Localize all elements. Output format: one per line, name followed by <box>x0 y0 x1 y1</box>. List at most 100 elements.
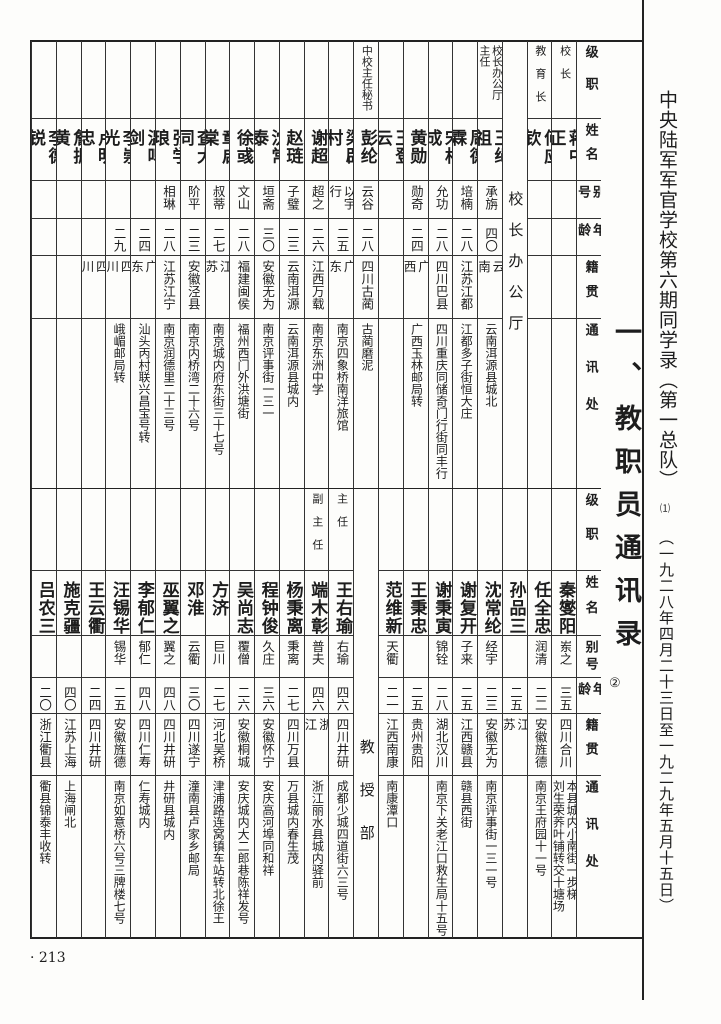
native-place-text: 江苏江都 <box>458 260 474 310</box>
address-cell <box>82 319 106 489</box>
name-cell: 李崇光 <box>106 119 131 181</box>
native-place-text: 安徽桐城 <box>235 718 251 768</box>
rank-cell: 校长办公厅 主任 <box>478 41 502 119</box>
native-place-cell: 四川井研 <box>81 714 106 776</box>
header-cell: 级职 <box>577 489 601 571</box>
name-text: 吴尚志 <box>232 581 253 635</box>
name-cell: 吕农三 <box>32 571 56 636</box>
rank-text: 校长办公厅 主任 <box>478 45 502 100</box>
name-cell: 秦燮阳 <box>552 571 577 636</box>
age-text: 二八 <box>458 227 474 252</box>
address-cell: 南京城内府东街三十七号 <box>206 319 230 489</box>
native-place-text: 安徽无为 <box>260 260 276 310</box>
address-cell <box>32 319 56 489</box>
name-cell: 邓淮 <box>180 571 205 636</box>
address-cell: 上海闸北 <box>57 776 81 938</box>
rank-cell <box>378 489 403 571</box>
name-cell: 温鸣剑 <box>131 119 155 181</box>
header-label: 别号 <box>577 185 601 202</box>
native-place-text: 四川 <box>81 260 106 292</box>
native-place-cell: 安徽无为 <box>478 714 502 776</box>
native-place-text: 江西万载 <box>309 260 325 310</box>
staff-record: 谢复开 子来 二五 江西赣县 赣县西街 <box>452 489 478 938</box>
age-text: 二二 <box>532 686 548 711</box>
native-place-text: 河北吴桥 <box>210 718 226 768</box>
rank-cell <box>552 489 577 571</box>
native-place-text: 江苏 <box>205 260 230 292</box>
address-text: 成都少城四道街六三号 <box>335 780 350 900</box>
age-cell <box>378 219 403 256</box>
address-text: 仁寿城内 <box>136 780 151 828</box>
native-place-text: 云南 <box>478 260 502 292</box>
name-cell: 章启棠 <box>205 119 230 181</box>
rank-text: 主任 <box>335 493 349 539</box>
name-text: 温鸣剑 <box>131 129 155 165</box>
address-text: 南京城内府东街三十七号 <box>211 323 226 455</box>
section-label: 校长办公厅 <box>506 191 525 346</box>
name-text: 王绳祖 <box>478 129 502 165</box>
age-text: 三五 <box>557 686 573 711</box>
name-cell: 沈常泰 <box>255 119 279 181</box>
section-heading: 一、教职员通讯录 <box>610 318 641 662</box>
age-text: 二三 <box>185 227 201 252</box>
age-text: 二八 <box>359 227 375 252</box>
address-text: 南京下关老江口救生局十五号 <box>434 780 449 936</box>
address-text: 峨嵋邮局转 <box>112 323 127 383</box>
book-title: 中央陆军军官学校第六期同学录（第一总队） <box>656 90 678 490</box>
header-column: 级职 姓名 别号 年龄 籍贯 通讯处 <box>576 41 601 489</box>
name-cell: 端木彰 <box>304 571 329 636</box>
native-place-cell: 安徽旌德 <box>106 714 131 776</box>
name-text: 沈常纶 <box>480 581 501 635</box>
address-text: 安庆城内大二郎巷陈祥发号 <box>236 780 251 924</box>
alias-cell <box>56 636 81 678</box>
name-text: 王右瑜 <box>332 581 353 635</box>
staff-record: 孙品三 二五 江苏 <box>501 489 527 938</box>
age-cell <box>81 219 106 256</box>
staff-record: 主任 王右瑜 右瑜 四六 四川井研 成都少城四道街六三号 <box>328 489 354 938</box>
rank-cell <box>106 489 131 571</box>
age-text: 二一 <box>384 686 400 711</box>
staff-record: 巫翼之 翼之 四八 四川井研 井研县城内 <box>154 489 180 938</box>
alias-cell: 超之 <box>304 181 329 219</box>
alias-cell: 岽之 <box>552 636 577 678</box>
age-text: 二五 <box>334 227 350 252</box>
section-label-column: 校长办公厅 <box>501 41 527 489</box>
alias-text: 相琳 <box>161 185 177 210</box>
native-place-cell: 江苏江都 <box>453 256 478 319</box>
staff-record: 赵琏 子璧 二三 云南洱源 云南洱源县城内 <box>278 41 304 489</box>
alias-text: 郁仁 <box>136 640 152 665</box>
name-cell: 何应钦 <box>527 119 552 181</box>
age-text: 二八 <box>235 227 251 252</box>
native-place-text: 四川 <box>106 260 131 292</box>
address-cell <box>82 776 106 938</box>
native-place-cell: 四川 <box>81 256 106 319</box>
rank-cell: 主任 <box>329 489 354 571</box>
address-text: 江都多子街恒大庄 <box>459 323 474 419</box>
alias-cell: 允功 <box>428 181 453 219</box>
name-text: 王云衢 <box>84 581 105 635</box>
address-cell: 安庆城内大二郎巷陈祥发号 <box>230 776 254 938</box>
rank-cell <box>255 489 279 571</box>
alias-cell <box>552 181 577 219</box>
age-text: 二三 <box>284 227 300 252</box>
age-cell: 二四 <box>131 219 155 256</box>
age-cell: 二三 <box>180 219 205 256</box>
age-text: 四六 <box>309 686 325 711</box>
native-place-cell: 云南 <box>478 256 502 319</box>
age-cell: 四六 <box>329 678 354 714</box>
address-cell: 南京下关老江口救生局十五号 <box>429 776 453 938</box>
name-cell: 梁辟村 <box>329 119 354 181</box>
header-label: 别号 <box>582 640 598 674</box>
name-cell: 卢明忠 <box>81 119 106 181</box>
address-text: 汕头丙村联兴昌宝号转 <box>136 323 151 443</box>
native-place-cell: 江苏 <box>205 256 230 319</box>
native-place-cell <box>56 256 81 319</box>
name-cell: 蒋中正 <box>552 119 577 181</box>
age-text: 二五 <box>458 686 474 711</box>
staff-record: 施克疆 四〇 江苏上海 上海闸北 <box>55 489 81 938</box>
name-text: 王登云 <box>378 129 403 165</box>
age-cell: 二四 <box>403 219 428 256</box>
name-cell: 李德锐 <box>32 119 56 181</box>
native-place-cell: 云南洱源 <box>279 256 304 319</box>
alias-cell <box>403 636 428 678</box>
